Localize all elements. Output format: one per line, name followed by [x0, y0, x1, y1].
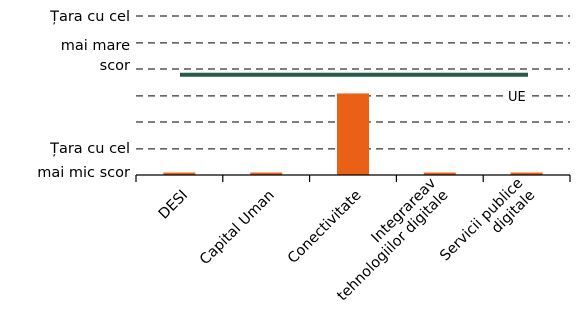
x-tick-labels: DESI Capital Uman Conectivitate Integrareav…	[156, 175, 538, 304]
y-annotation-top-line: scor	[100, 58, 130, 74]
reference-line-label: UE	[508, 90, 526, 105]
x-tick-label-line: Conectivitate	[285, 187, 365, 267]
bars	[163, 93, 543, 175]
y-annotation-bottom-line: mai mic scor	[37, 165, 130, 181]
reference-label-background	[504, 88, 528, 103]
bar-4	[423, 172, 456, 175]
reference-line-group: UE	[180, 72, 528, 105]
y-annotation-top-line: Țara cu cel	[49, 9, 130, 25]
x-tick-label-2: Capital Uman	[197, 187, 278, 268]
bar-2	[250, 172, 283, 175]
y-annotations: Țara cu cel mai mare scor Țara cu cel mai mi…	[37, 9, 130, 181]
x-axis	[135, 174, 571, 182]
x-tick-label-line: Capital Uman	[197, 187, 278, 268]
x-tick-label-3: Conectivitate	[285, 187, 365, 267]
x-tick-label-1: DESI	[156, 187, 191, 222]
bar-5	[510, 172, 543, 175]
x-tick-label-line: DESI	[156, 187, 191, 222]
y-annotation-bottom-line: Țara cu cel	[49, 141, 130, 157]
bar-1	[163, 172, 196, 175]
bar-3	[337, 93, 369, 175]
y-annotation-top-line: mai mare	[61, 38, 130, 54]
